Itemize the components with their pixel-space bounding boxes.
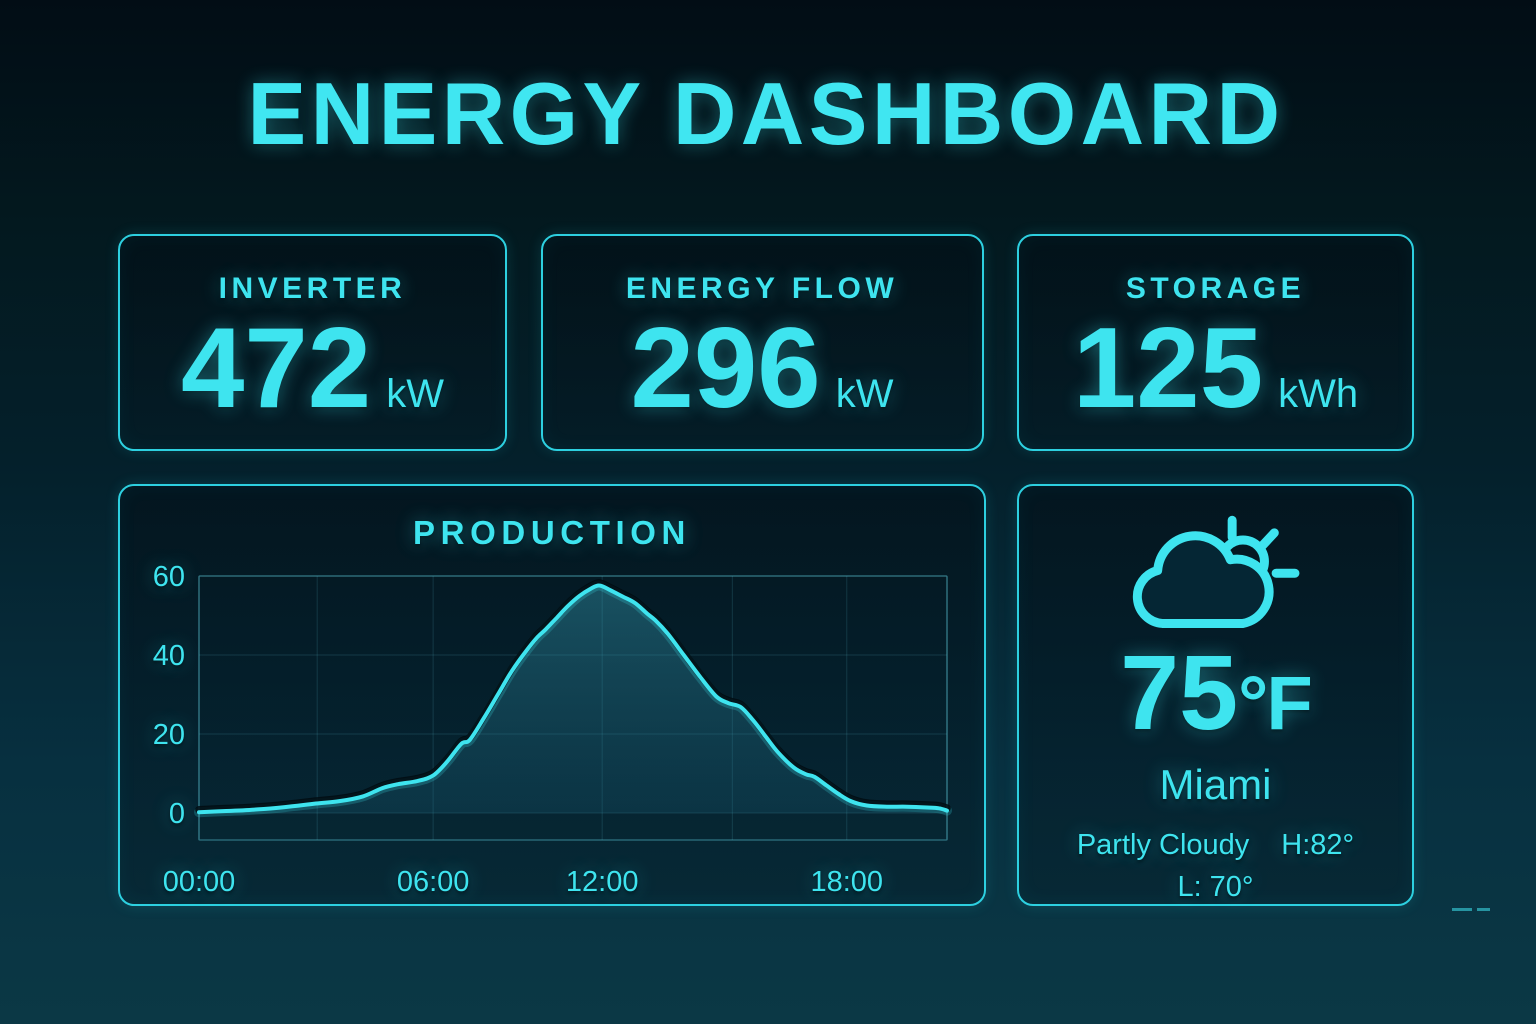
page-title: ENERGY DASHBOARD	[247, 64, 1285, 163]
stats-row: INVERTER 472 kW ENERGY FLOW 296 kW STORA…	[118, 234, 1414, 451]
corner-tick-marks	[1452, 908, 1502, 914]
production-chart-title: PRODUCTION	[413, 514, 691, 551]
bottom-row: PRODUCTION 0 20 40 60 00:00 06:00 12:00 18:00	[118, 484, 1414, 906]
temp-value: 75	[1120, 633, 1239, 752]
y-axis-tick-label: 60	[153, 561, 185, 593]
cloud-shape	[1132, 531, 1274, 628]
sun-ray-diagonal	[1256, 528, 1279, 551]
x-axis-tick-label: 00:00	[163, 866, 236, 898]
production-card: PRODUCTION 0 20 40 60 00:00 06:00 12:00 18:00	[118, 484, 986, 906]
weather-temperature: 75 °F	[1120, 633, 1313, 752]
weather-city: Miami	[1159, 761, 1272, 808]
y-axis-tick-label: 40	[153, 640, 185, 672]
production-chart: 0 20 40 60 00:00 06:00 12:00 18:00	[153, 561, 952, 898]
inverter-label: INVERTER	[218, 272, 407, 305]
energy-flow-unit: kW	[835, 372, 894, 416]
storage-card: STORAGE 125 kWh	[1017, 234, 1414, 451]
production-line	[197, 583, 949, 815]
weather-high: H:82°	[1281, 829, 1355, 861]
y-axis-tick-label: 20	[153, 719, 185, 751]
storage-value: 125	[1072, 305, 1264, 432]
x-axis-tick-label: 06:00	[397, 866, 470, 898]
storage-unit: kWh	[1278, 372, 1359, 416]
x-axis-tick-label: 12:00	[566, 866, 639, 898]
weather-low: L: 70°	[1177, 871, 1254, 903]
inverter-card: INVERTER 472 kW	[118, 234, 507, 451]
chart-plot-box	[198, 575, 948, 841]
inverter-unit: kW	[386, 372, 444, 416]
energy-flow-label: ENERGY FLOW	[625, 272, 899, 305]
energy-flow-card: ENERGY FLOW 296 kW	[540, 234, 984, 451]
weather-card: 75 °F Miami Partly Cloudy H:82° L: 70°	[1017, 484, 1414, 906]
temp-unit: °F	[1238, 660, 1313, 746]
production-area-fill	[199, 585, 947, 813]
energy-flow-value-row: 296 kW	[630, 305, 894, 432]
energy-flow-value: 296	[630, 305, 821, 432]
storage-value-row: 125 kWh	[1072, 305, 1359, 432]
partly-cloudy-icon	[1132, 515, 1299, 628]
inverter-value-row: 472 kW	[181, 305, 444, 432]
x-axis-tick-label: 18:00	[810, 866, 883, 898]
energy-dashboard: ENERGY DASHBOARD INVERTER 472 kW ENERGY …	[118, 64, 1490, 911]
weather-condition-row: Partly Cloudy H:82°	[1077, 829, 1354, 862]
weather-condition: Partly Cloudy	[1076, 829, 1250, 861]
storage-label: STORAGE	[1125, 272, 1306, 305]
y-axis-tick-label: 0	[169, 798, 185, 830]
inverter-value: 472	[181, 305, 372, 432]
